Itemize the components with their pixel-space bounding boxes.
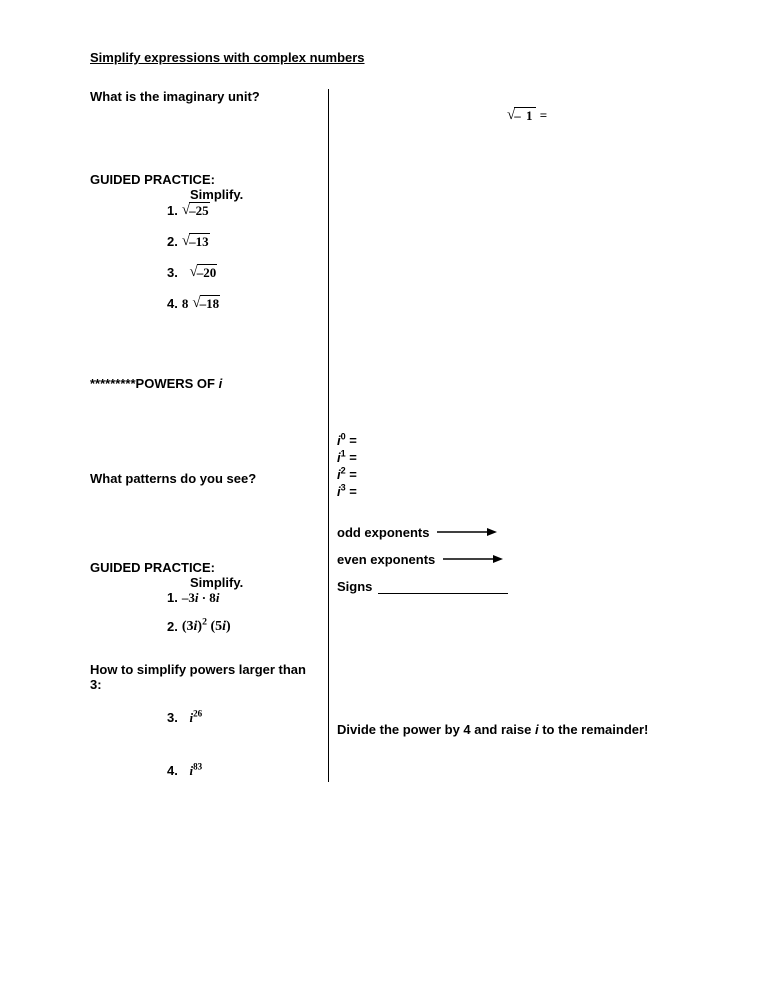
page-title: Simplify expressions with complex number… xyxy=(90,50,678,65)
expression: i26 xyxy=(189,710,202,726)
question-imaginary-unit: What is the imaginary unit? xyxy=(90,89,320,104)
even-exponents-row: even exponents xyxy=(337,552,678,567)
question-howto: How to simplify powers larger than 3: xyxy=(90,662,320,692)
sqrt-expression: √ –20 xyxy=(189,264,217,282)
item-number: 1. xyxy=(167,590,178,605)
item-number: 3. xyxy=(167,265,178,280)
expression: –3i · 8i xyxy=(182,590,220,606)
item-number: 2. xyxy=(167,234,178,249)
expression: i83 xyxy=(189,763,202,779)
even-exponents-label: even exponents xyxy=(337,552,435,567)
coefficient: 8 xyxy=(182,296,189,312)
radicand: –20 xyxy=(197,264,218,282)
powers-list: i0 = i1 = i2 = i3 = xyxy=(337,433,678,499)
simplify-rule: Divide the power by 4 and raise i to the… xyxy=(337,722,678,737)
practice-1-item-2: 2. √ –13 xyxy=(90,233,320,251)
item-number: 3. xyxy=(167,710,178,725)
power-i0: i0 = xyxy=(337,433,678,448)
practice-1-item-3: 3. √ –20 xyxy=(90,264,320,282)
powers-of-i-heading: *********POWERS OF i xyxy=(90,376,320,391)
equals: = xyxy=(536,107,547,122)
practice-2-item-1: 1. –3i · 8i xyxy=(90,590,320,606)
sqrt-expression: √ –25 xyxy=(182,202,210,220)
sqrt-neg1-expression: √ – 1 = xyxy=(337,107,678,125)
radicand: –18 xyxy=(200,295,221,313)
radicand: –13 xyxy=(189,233,210,251)
i-variable: i xyxy=(219,376,223,391)
right-column: √ – 1 = i0 = i1 = i2 = i3 = odd exponent… xyxy=(328,89,678,782)
sqrt-expression: √ –18 xyxy=(192,295,220,313)
item-number: 2. xyxy=(167,619,178,634)
odd-exponents-label: odd exponents xyxy=(337,525,429,540)
item-number: 1. xyxy=(167,203,178,218)
guided-practice-1-heading: GUIDED PRACTICE: xyxy=(90,172,320,187)
blank-underline xyxy=(378,581,508,594)
signs-label: Signs xyxy=(337,579,372,594)
power-i3: i3 = xyxy=(337,484,678,499)
power-i2: i2 = xyxy=(337,467,678,482)
odd-exponents-row: odd exponents xyxy=(337,525,678,540)
expression: (3i)2 (5i) xyxy=(182,619,231,635)
guided-practice-1-subheading: Simplify. xyxy=(90,187,320,202)
question-patterns: What patterns do you see? xyxy=(90,471,320,486)
guided-practice-2-subheading: Simplify. xyxy=(90,575,320,590)
radicand: – 1 xyxy=(514,107,536,125)
guided-practice-2-heading: GUIDED PRACTICE: xyxy=(90,560,320,575)
powers-label: *********POWERS OF xyxy=(90,376,219,391)
item-number: 4. xyxy=(167,296,178,311)
practice-2-item-3: 3. i26 xyxy=(90,710,320,726)
arrow-icon xyxy=(443,554,503,564)
radicand: –25 xyxy=(189,202,210,220)
arrow-icon xyxy=(437,527,497,537)
practice-2-item-2: 2. (3i)2 (5i) xyxy=(90,619,320,635)
page: Simplify expressions with complex number… xyxy=(0,0,768,994)
power-i1: i1 = xyxy=(337,450,678,465)
item-number: 4. xyxy=(167,763,178,778)
sqrt-expression: √ –13 xyxy=(182,233,210,251)
practice-2-item-4: 4. i83 xyxy=(90,763,320,779)
two-column-layout: What is the imaginary unit? GUIDED PRACT… xyxy=(90,89,678,782)
practice-1-item-4: 4. 8 √ –18 xyxy=(90,295,320,313)
signs-row: Signs xyxy=(337,579,678,594)
left-column: What is the imaginary unit? GUIDED PRACT… xyxy=(90,89,328,782)
practice-1-item-1: 1. √ –25 xyxy=(90,202,320,220)
